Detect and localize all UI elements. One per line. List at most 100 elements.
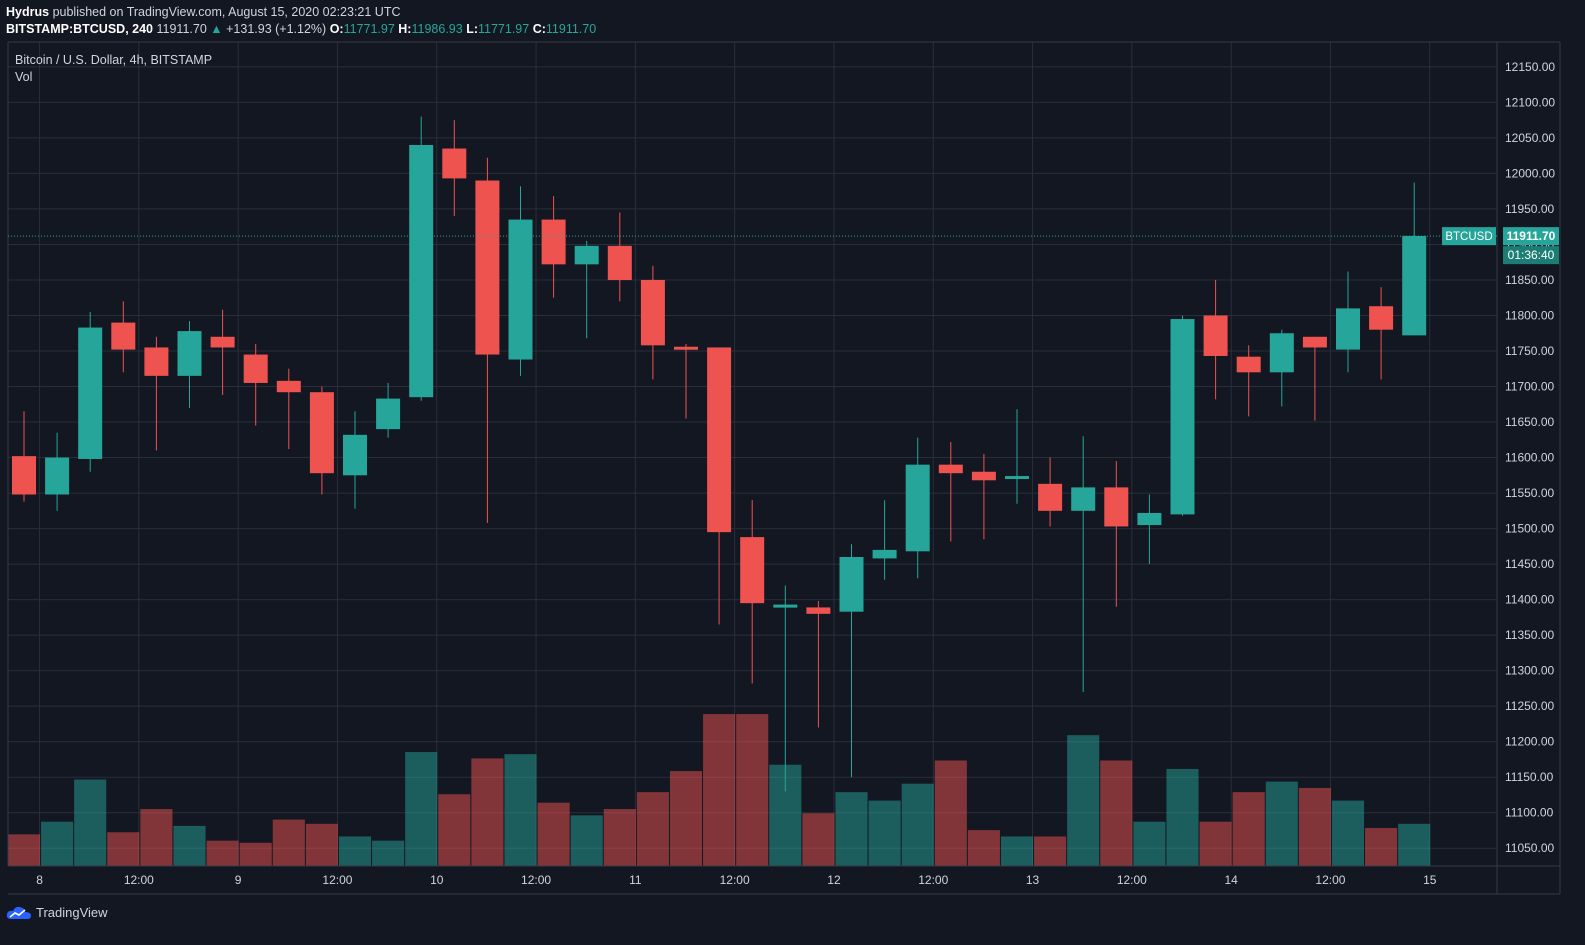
y-tick-label: 12150.00 xyxy=(1505,60,1555,74)
candle-body xyxy=(1170,319,1195,515)
candle[interactable] xyxy=(376,382,401,438)
volume-bar xyxy=(1265,781,1298,866)
candle[interactable] xyxy=(1336,271,1360,373)
candle-body xyxy=(376,398,401,430)
candle[interactable] xyxy=(740,500,765,684)
symbol-tag-bg xyxy=(1442,227,1496,246)
volume-bar xyxy=(1000,836,1034,866)
candle[interactable] xyxy=(938,441,963,542)
candle[interactable] xyxy=(640,265,665,380)
candle-body xyxy=(938,464,963,474)
candle[interactable] xyxy=(1203,279,1228,400)
candle[interactable] xyxy=(905,437,930,579)
candle[interactable] xyxy=(144,336,169,451)
candle-body xyxy=(309,392,334,474)
candle[interactable] xyxy=(111,301,136,373)
candle[interactable] xyxy=(243,343,268,426)
candle[interactable] xyxy=(409,116,434,401)
candle[interactable] xyxy=(475,157,500,523)
y-tick-label: 11950.00 xyxy=(1505,202,1554,216)
candle[interactable] xyxy=(276,368,301,450)
candle[interactable] xyxy=(1071,436,1096,692)
candle[interactable] xyxy=(1402,182,1427,336)
candle-body xyxy=(607,245,632,280)
volume-bar xyxy=(603,809,636,866)
candle-body xyxy=(508,219,533,360)
volume-bar xyxy=(802,813,835,866)
volume-bar xyxy=(405,752,438,866)
candle-body xyxy=(475,180,500,355)
x-tick-label: 13 xyxy=(1026,873,1040,887)
y-tick-label: 11550.00 xyxy=(1505,486,1554,500)
volume-bar xyxy=(471,758,504,866)
x-tick-label: 9 xyxy=(235,873,242,887)
candle[interactable] xyxy=(1137,494,1162,565)
candle[interactable] xyxy=(1104,461,1129,607)
x-tick-label: 15 xyxy=(1423,873,1437,887)
candle[interactable] xyxy=(1005,409,1029,504)
candle[interactable] xyxy=(1038,457,1063,527)
candle[interactable] xyxy=(707,347,732,625)
candle[interactable] xyxy=(607,212,632,302)
volume-bar xyxy=(1199,821,1232,866)
candle[interactable] xyxy=(508,186,533,376)
x-tick-label: 12:00 xyxy=(720,873,750,887)
candle[interactable] xyxy=(872,500,897,580)
candle-body xyxy=(707,347,732,533)
candle-body xyxy=(78,327,103,459)
tradingview-logo[interactable]: TradingView xyxy=(6,904,108,920)
candle[interactable] xyxy=(839,544,864,778)
candle-body xyxy=(276,380,301,393)
candle[interactable] xyxy=(12,411,36,502)
volume-bar xyxy=(338,836,372,866)
candle[interactable] xyxy=(674,343,698,419)
candle-body xyxy=(773,604,798,608)
candle-body xyxy=(1203,315,1228,356)
y-tick-label: 11850.00 xyxy=(1505,273,1554,287)
candle[interactable] xyxy=(971,454,996,540)
volume-bar xyxy=(1298,787,1331,866)
candle[interactable] xyxy=(574,240,599,339)
candle[interactable] xyxy=(45,432,70,511)
author-name[interactable]: Hydrus xyxy=(6,5,50,19)
volume-bar xyxy=(570,815,603,866)
candle[interactable] xyxy=(541,196,566,298)
candle-body xyxy=(111,322,136,350)
candle[interactable] xyxy=(78,311,103,472)
volume-bar xyxy=(835,792,868,866)
publish-info: Hydrus published on TradingView.com, Aug… xyxy=(6,4,596,38)
candle-body xyxy=(343,434,367,476)
low-label: L: xyxy=(466,22,478,36)
candle[interactable] xyxy=(1302,336,1327,421)
volume-bar xyxy=(305,823,338,866)
price-tag-bg xyxy=(1503,227,1559,246)
candle[interactable] xyxy=(1269,329,1294,407)
y-tick-label: 11400.00 xyxy=(1505,593,1554,607)
x-tick-label: 10 xyxy=(430,873,444,887)
y-tick-label: 11100.00 xyxy=(1505,806,1554,820)
candle[interactable] xyxy=(210,309,235,396)
candle-body xyxy=(1269,333,1294,373)
candle[interactable] xyxy=(309,386,334,495)
candle-body xyxy=(243,354,268,383)
candle-body xyxy=(839,557,864,612)
y-tick-label: 12100.00 xyxy=(1505,95,1555,109)
candle[interactable] xyxy=(1369,287,1394,380)
y-tick-label: 12050.00 xyxy=(1505,131,1555,145)
candle-body xyxy=(442,148,467,179)
volume-bar xyxy=(206,840,239,866)
candle[interactable] xyxy=(1236,345,1261,417)
candle[interactable] xyxy=(343,411,367,509)
candle[interactable] xyxy=(773,585,798,792)
x-tick-label: 12:00 xyxy=(521,873,551,887)
candle-body xyxy=(574,245,599,265)
candle-body xyxy=(1236,356,1261,373)
last-price: 11911.70 xyxy=(156,22,207,36)
candle[interactable] xyxy=(806,601,831,728)
candle-body xyxy=(144,347,169,376)
candle[interactable] xyxy=(1170,315,1195,516)
candle[interactable] xyxy=(442,120,467,217)
candle[interactable] xyxy=(177,321,202,408)
